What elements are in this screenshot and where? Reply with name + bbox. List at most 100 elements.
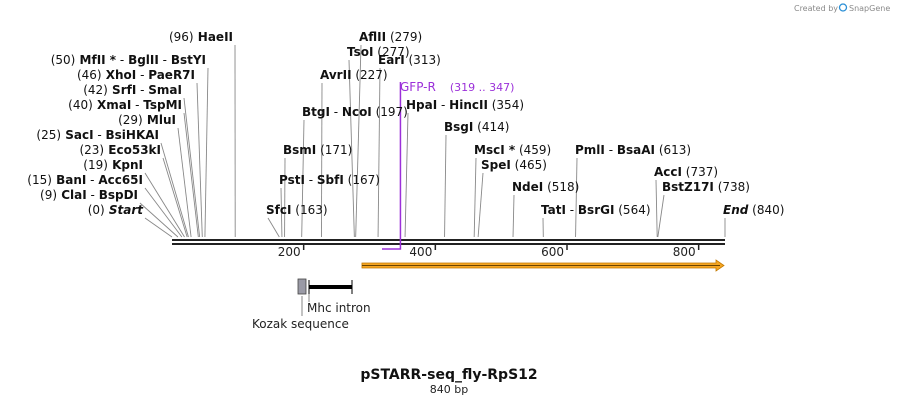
site-label-psti[interactable]: PstI - SbfI (167) bbox=[279, 173, 380, 187]
primer-gfp-r[interactable]: GFP-R (319 .. 347) bbox=[382, 80, 514, 250]
site-label-eari[interactable]: EarI (313) bbox=[378, 53, 441, 67]
site-label-bani[interactable]: (15) BanI - Acc65I bbox=[27, 173, 143, 187]
site-sep-mfii-1: - bbox=[116, 53, 128, 67]
site-label-aflii[interactable]: AflII (279) bbox=[359, 30, 422, 44]
site-leader-eco53ki-23 bbox=[162, 157, 188, 238]
site-enzyme-acc65i: Acc65I bbox=[98, 173, 143, 187]
site-pos-313: (313) bbox=[405, 53, 441, 67]
site-enzyme-saci: SacI bbox=[61, 128, 94, 142]
site-leader-avrii-227 bbox=[320, 82, 323, 238]
site-label-tati[interactable]: TatI - BsrGI (564) bbox=[541, 203, 651, 217]
site-pos-738: (738) bbox=[714, 180, 750, 194]
orf-arrow[interactable] bbox=[361, 259, 725, 272]
site-pos-163: (163) bbox=[291, 203, 327, 217]
site-label-end[interactable]: End (840) bbox=[723, 203, 784, 217]
site-sep-tati-1: - bbox=[566, 203, 578, 217]
created-by-text: Created by bbox=[794, 4, 838, 13]
site-leader-clai-9 bbox=[139, 202, 179, 238]
snapgene-brand-text: SnapGene bbox=[849, 4, 890, 13]
site-enzyme-bsaai: BsaAI bbox=[617, 143, 655, 157]
site-label-eco53ki[interactable]: (23) Eco53kI bbox=[79, 143, 161, 157]
site-enzyme-tspmi: TspMI bbox=[143, 98, 182, 112]
site-pos-42: (42) bbox=[83, 83, 108, 97]
site-label-xmai[interactable]: (40) XmaI - TspMI bbox=[68, 98, 182, 112]
site-pos-414: (414) bbox=[473, 120, 509, 134]
site-enzyme-acci: AccI bbox=[654, 165, 682, 179]
site-label-saci[interactable]: (25) SacI - BsiHKAI bbox=[36, 128, 159, 142]
site-pos-0: (0) bbox=[88, 203, 105, 217]
site-leader-aflii-279 bbox=[355, 44, 362, 238]
mhc-intron-label: Mhc intron bbox=[307, 301, 371, 315]
site-pos-279: (279) bbox=[386, 30, 422, 44]
site-label-spei[interactable]: SpeI (465) bbox=[481, 158, 547, 172]
site-enzyme-sfci: SfcI bbox=[266, 203, 291, 217]
site-label-bsmi[interactable]: BsmI (171) bbox=[283, 143, 352, 157]
site-label-hpai[interactable]: HpaI - HincII (354) bbox=[406, 98, 524, 112]
site-label-srfi[interactable]: (42) SrfI - SmaI bbox=[83, 83, 182, 97]
site-enzyme-pmli: PmlI bbox=[575, 143, 605, 157]
site-enzyme-kpni: KpnI bbox=[108, 158, 143, 172]
site-label-btgi[interactable]: BtgI - NcoI (197) bbox=[302, 105, 408, 119]
site-label-tsoi[interactable]: TsoI (277) bbox=[347, 45, 410, 59]
site-enzyme-end: End bbox=[723, 203, 749, 217]
site-label-kpni[interactable]: (19) KpnI bbox=[83, 158, 143, 172]
site-pos-171: (171) bbox=[316, 143, 352, 157]
site-enzyme-avrii: AvrII bbox=[320, 68, 352, 82]
site-leader-saci-25 bbox=[160, 142, 189, 238]
snapgene-logo-icon bbox=[838, 3, 848, 12]
tick-label-600: 600 bbox=[541, 245, 564, 259]
site-label-sfci[interactable]: SfcI (163) bbox=[266, 203, 328, 217]
site-enzyme-srfi: SrfI bbox=[108, 83, 136, 97]
site-leader-xmai-40 bbox=[183, 112, 199, 238]
primer-bracket bbox=[382, 82, 402, 250]
site-leader-mlui-29 bbox=[177, 127, 192, 238]
site-pos-227: (227) bbox=[352, 68, 388, 82]
site-enzyme-start: Start bbox=[105, 203, 145, 217]
site-enzyme-bspdi: BspDI bbox=[99, 188, 138, 202]
site-enzyme-paer7i: PaeR7I bbox=[148, 68, 195, 82]
site-enzyme-ndei: NdeI bbox=[512, 180, 543, 194]
site-label-start[interactable]: (0) Start bbox=[88, 203, 145, 217]
site-label-acci[interactable]: AccI (737) bbox=[654, 165, 718, 179]
site-leader-psti-167 bbox=[280, 187, 283, 238]
site-leader-tsoi-277 bbox=[348, 59, 355, 238]
site-enzyme-xmai: XmaI bbox=[93, 98, 132, 112]
site-enzyme-ncoi: NcoI bbox=[342, 105, 372, 119]
site-enzyme-btgi: BtgI bbox=[302, 105, 330, 119]
site-sep-xhoi-1: - bbox=[136, 68, 148, 82]
site-label-pmli[interactable]: PmlI - BsaAI (613) bbox=[575, 143, 691, 157]
site-label-bstz17i[interactable]: BstZ17I (738) bbox=[662, 180, 750, 194]
site-sep-srfi-1: - bbox=[136, 83, 148, 97]
site-leader-xhoi-46 bbox=[196, 82, 203, 238]
site-label-mfii[interactable]: (50) MfII * - BglII - BstYI bbox=[51, 53, 206, 67]
site-label-bsgi[interactable]: BsgI (414) bbox=[444, 120, 509, 134]
site-leader-acci-737 bbox=[655, 179, 658, 238]
tick-label-400: 400 bbox=[409, 245, 432, 259]
features: Kozak sequence Mhc intron bbox=[252, 278, 371, 331]
kozak-label: Kozak sequence bbox=[252, 317, 349, 331]
site-label-ndei[interactable]: NdeI (518) bbox=[512, 180, 579, 194]
mhc-intron-feature[interactable] bbox=[309, 285, 352, 289]
site-label-haeii[interactable]: (96) HaeII bbox=[169, 30, 233, 44]
site-pos-167: (167) bbox=[344, 173, 380, 187]
site-label-clai[interactable]: (9) ClaI - BspDI bbox=[40, 188, 138, 202]
site-label-xhoi[interactable]: (46) XhoI - PaeR7I bbox=[77, 68, 195, 82]
site-enzyme-bglii: BglII bbox=[128, 53, 159, 67]
tick-label-200: 200 bbox=[278, 245, 301, 259]
site-label-mlui[interactable]: (29) MluI bbox=[118, 113, 176, 127]
site-enzyme-mlui: MluI bbox=[143, 113, 176, 127]
site-pos-40: (40) bbox=[68, 98, 93, 112]
site-label-avrii[interactable]: AvrII (227) bbox=[320, 68, 388, 82]
site-sep-psti-1: - bbox=[305, 173, 317, 187]
site-pos-354: (354) bbox=[488, 98, 524, 112]
site-enzyme-bsgi: BsgI bbox=[444, 120, 473, 134]
site-label-msci[interactable]: MscI * (459) bbox=[474, 143, 551, 157]
site-leader-bani-15 bbox=[144, 187, 183, 238]
site-enzyme-bani: BanI bbox=[52, 173, 86, 187]
site-enzyme-bsihkai: BsiHKAI bbox=[106, 128, 160, 142]
site-pos-50: (50) bbox=[51, 53, 76, 67]
site-pos-737: (737) bbox=[682, 165, 718, 179]
site-pos-19: (19) bbox=[83, 158, 108, 172]
kozak-feature[interactable] bbox=[297, 278, 307, 295]
